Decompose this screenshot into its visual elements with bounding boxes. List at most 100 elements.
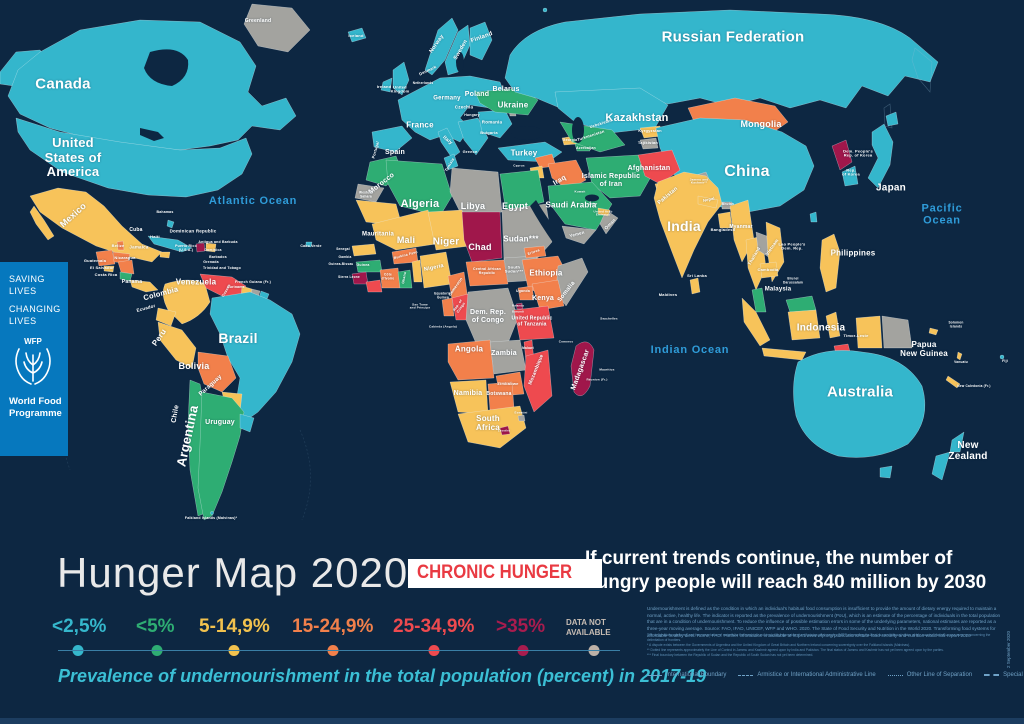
map-label: Equatorial Guinea — [434, 291, 452, 299]
boundary-line-icon — [984, 674, 1000, 676]
map-label: Dominican Republic — [169, 228, 217, 234]
region-africa — [351, 153, 595, 449]
coast-sakhalin — [883, 103, 893, 129]
map-label: Myanmar — [729, 224, 753, 231]
country-new-zealand-north — [949, 431, 965, 453]
map-label: Belarus — [492, 86, 520, 94]
country-usa — [15, 117, 253, 198]
date-note: 2 September 2020 — [1006, 630, 1011, 668]
map-label: Kazakhstan — [605, 111, 669, 124]
map-label: Comoros — [558, 339, 574, 344]
map-label: Mongolia — [740, 118, 782, 129]
islands-svalbard — [542, 7, 548, 13]
island-tasmania — [879, 465, 893, 479]
world-map: Atlantic Ocean Pacific Ocean Indian Ocean G… — [0, 3, 1008, 521]
map-label: Cameroon — [447, 276, 464, 297]
islands-falkland — [210, 511, 214, 515]
map-label: Bhutan — [721, 202, 735, 207]
country-malaysia-peninsula — [751, 287, 767, 313]
region-russia-central-asia — [504, 9, 939, 153]
boundary-line-icon — [887, 674, 903, 676]
map-label: Guyana — [220, 283, 232, 298]
map-label: Timor-Leste — [843, 332, 869, 338]
map-label: Cabinda (Angola) — [428, 324, 458, 329]
map-label: Peru — [150, 327, 169, 348]
country-iceland — [347, 27, 367, 43]
map-label: Philippines — [830, 248, 876, 258]
map-label: Jamaica — [129, 244, 149, 250]
map-label: Turkmenistan — [576, 128, 606, 143]
legend-axis-line — [58, 650, 620, 651]
region-central-america — [95, 219, 313, 293]
map-label: Solomon Islands — [948, 320, 964, 328]
map-label: Ecuador — [135, 303, 157, 313]
country-finland — [469, 21, 493, 61]
boundary-legend-label: Other Line of Separation — [906, 672, 973, 678]
map-label: Chile — [170, 404, 181, 424]
boundary-legend-label: Special Boundary line — [1003, 672, 1024, 678]
map-label: Gambia — [338, 255, 352, 260]
map-label: Afghanistan — [627, 165, 671, 173]
legend: <2,5% <5% 5-14,9% 15-24,9% 25-34,9% — [0, 612, 1024, 722]
country-japan — [867, 123, 894, 189]
map-label: Chad — [468, 241, 492, 252]
country-panama — [129, 279, 159, 293]
map-label: Fiji — [1002, 359, 1008, 364]
map-label: Réunion (Fr.) — [586, 377, 608, 382]
legend-item-label: 15-24,9% — [292, 616, 374, 637]
region-east-asia — [655, 97, 899, 223]
country-jamaica — [159, 251, 171, 259]
map-label: Nigeria — [423, 262, 445, 273]
map-label: Egypt — [501, 200, 529, 211]
legend-item-label: 5-14,9% — [199, 616, 270, 637]
page-title: Hunger Map 2020 — [57, 549, 409, 596]
map-label: Colombia — [142, 284, 180, 303]
country-gabon — [441, 297, 455, 317]
country-kazakhstan — [554, 87, 669, 134]
country-brazil — [209, 291, 301, 423]
map-label: Côte d'Ivoire — [381, 272, 395, 280]
country-bangladesh — [717, 211, 733, 229]
map-label: Mexico — [57, 200, 89, 230]
island-sulawesi — [825, 311, 841, 339]
map-label: Western Sahara — [359, 190, 373, 198]
map-label: Mauritius — [599, 367, 615, 372]
map-label: Pacific Ocean — [921, 202, 963, 227]
region-north-america — [0, 3, 311, 263]
map-label: Jammu and Kashmir** — [689, 177, 709, 185]
country-cambodia — [759, 261, 779, 279]
map-label: Panama — [121, 279, 143, 286]
legend-item-label: <2,5% — [52, 616, 107, 637]
country-spain — [371, 125, 413, 153]
country-greenland — [243, 3, 311, 53]
country-mali — [371, 209, 437, 251]
country-costa-rica — [119, 271, 133, 282]
country-new-zealand-south — [931, 451, 951, 481]
map-label: Suriname — [227, 285, 245, 290]
map-label: Japan — [876, 182, 906, 194]
great-lakes — [140, 128, 164, 141]
map-label: Dem. Rep. of Congo — [469, 309, 507, 324]
map-label: Italy — [441, 134, 454, 147]
map-label: Grenada — [203, 260, 219, 265]
map-label: Greenland — [244, 18, 272, 25]
country-australia — [793, 350, 926, 458]
legend-item-label: <5% — [136, 616, 175, 637]
country-lesotho — [499, 425, 511, 436]
map-label: United Republic of Tanzania — [511, 315, 553, 327]
boundary-legend-item: Armistice or International Administrativ… — [738, 672, 876, 678]
islands-fiji — [999, 354, 1005, 360]
world-map-svg — [0, 3, 1005, 521]
wfp-tagline-saving: SAVING LIVES — [9, 274, 45, 296]
map-label: Maldives — [658, 291, 678, 297]
country-haiti — [195, 242, 206, 253]
country-russia — [504, 9, 939, 109]
map-label: Costa Rica — [94, 271, 118, 277]
map-label: Burundi — [511, 309, 525, 314]
map-label: Argentina — [173, 403, 202, 468]
country-oman — [599, 209, 619, 235]
map-label: Vietnam — [764, 237, 780, 257]
map-label: Kyrgyzstan — [638, 127, 662, 133]
map-label: Azerbaijan — [576, 146, 596, 151]
